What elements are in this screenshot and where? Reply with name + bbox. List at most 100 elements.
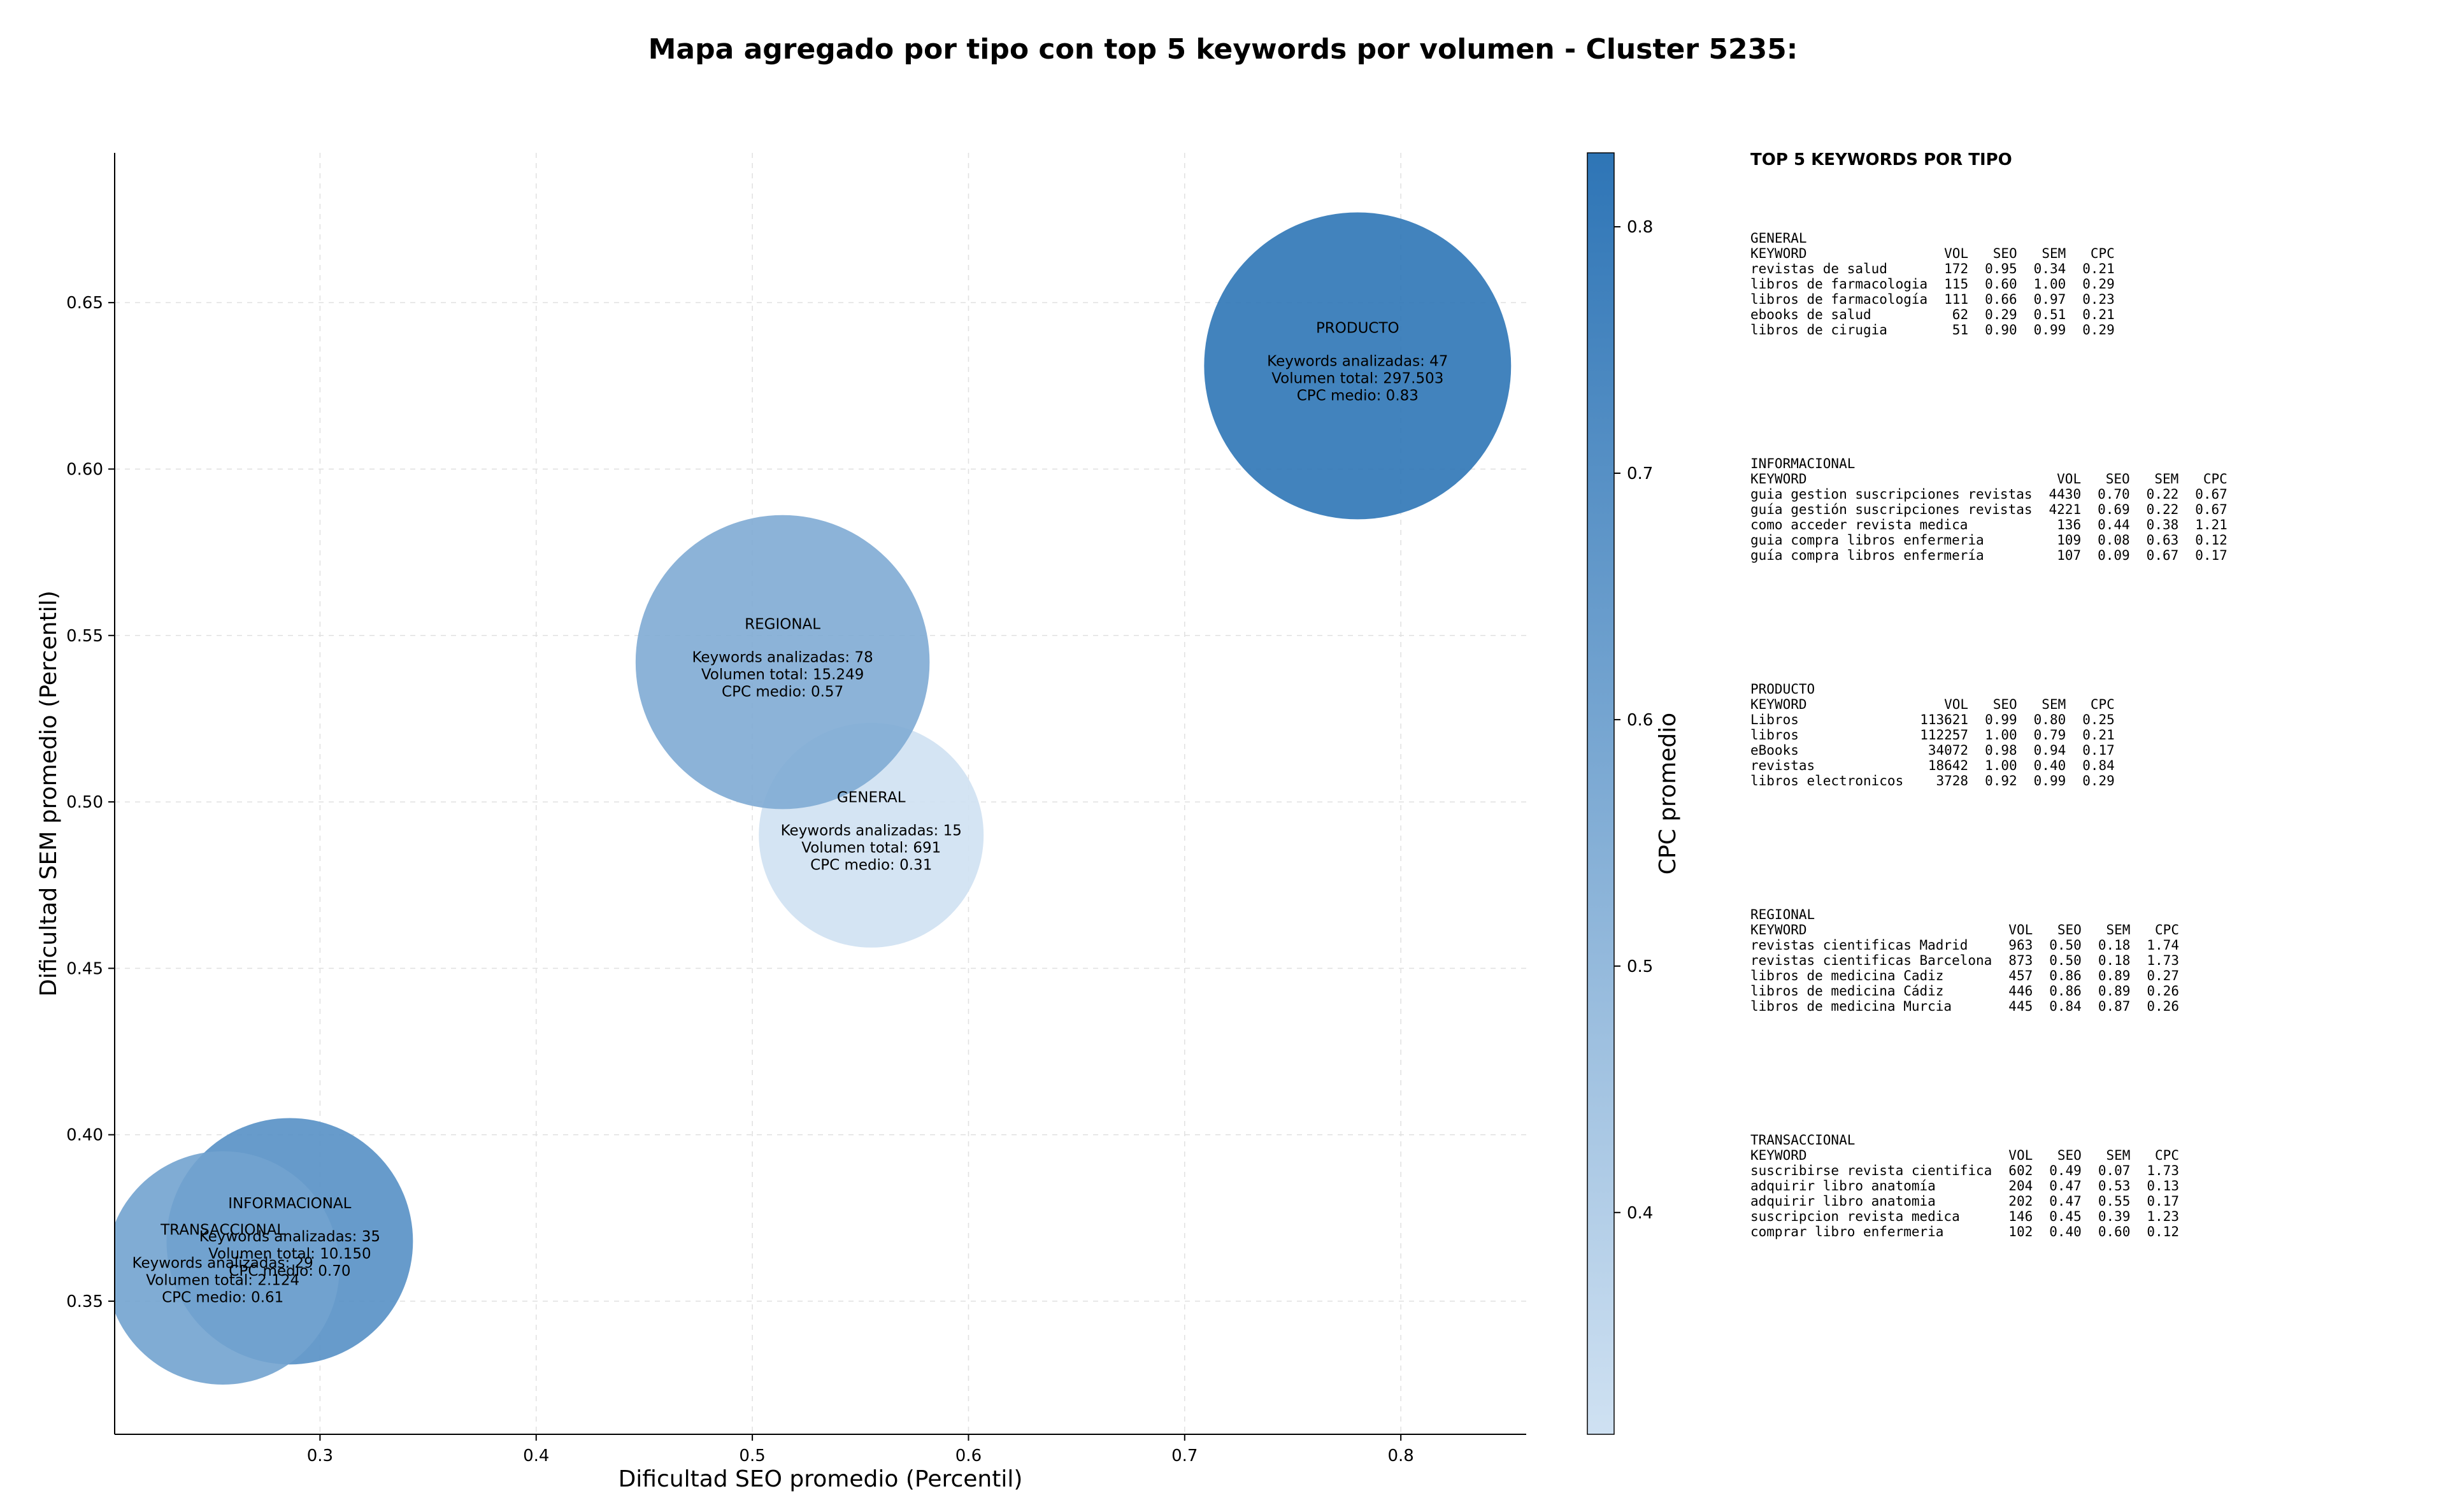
table-row: comprar libro enfermeria 102 0.40 0.60 0.12 [1750,1224,2179,1239]
ticks: 0.3 0.4 0.5 0.6 0.7 0.8 0.35 0.40 0.45 0.50 0.55 0.… [66,294,1414,1466]
value-cell: 1.21 [2195,517,2228,532]
value-cell: 112257 [1920,727,1969,743]
value-cell: 445 [2008,999,2033,1014]
x-tick-label: 0.4 [523,1446,549,1466]
colorbar-gradient [1587,152,1615,1435]
value-cell: 102 [2008,1224,2033,1239]
value-cell: 0.49 [2049,1163,2082,1178]
value-cell: 0.40 [2049,1224,2082,1239]
bubble-label: Volumen total: 2.124 [146,1273,299,1289]
keyword-table-regional: REGIONAL KEYWORD VOL SEO SEM CPC revistas cien… [1750,907,2179,1014]
table-row: libros de cirugia 51 0.90 0.99 0.29 [1750,322,2115,338]
colorbar-tick-label: 0.6 [1627,711,1653,730]
bubble-label: CPC medio: 0.57 [722,684,843,701]
x-tick-label: 0.3 [307,1446,333,1466]
colorbar-tick-label: 0.5 [1627,957,1653,976]
value-cell: 0.53 [2098,1178,2131,1194]
keyword-cell: libros de farmacologia [1750,276,1928,292]
bubble-producto [1204,212,1512,520]
keyword-cell: ebooks de salud [1750,307,1871,322]
value-cell: 0.86 [2049,983,2082,999]
column-header: CPC [2090,246,2115,261]
value-cell: 0.67 [2195,502,2228,517]
value-cell: 1.73 [2147,1163,2179,1178]
value-cell: 4221 [2049,502,2082,517]
table-row: libros de farmacología 111 0.66 0.97 0.23 [1750,292,2115,307]
keyword-cell: libros de medicina Murcia [1750,999,1952,1014]
keyword-cell: guía compra libros enfermería [1750,548,1984,563]
table-row: libros de medicina Cádiz 446 0.86 0.89 0.26 [1750,983,2179,999]
value-cell: 0.66 [1985,292,2017,307]
value-cell: 0.84 [2049,999,2082,1014]
column-header: KEYWORD [1750,922,1807,938]
value-cell: 0.67 [2195,487,2228,502]
table-row: revistas 18642 1.00 0.40 0.84 [1750,758,2115,773]
bubble-label: TRANSACCIONAL [160,1222,285,1239]
column-header: VOL [2008,922,2033,938]
table-row: revistas cientificas Barcelona 873 0.50 0.1… [1750,953,2179,968]
value-cell: 51 [1952,322,1969,338]
value-cell: 0.21 [2082,261,2115,276]
value-cell: 0.92 [1985,773,2017,788]
value-cell: 115 [1944,276,1969,292]
bubble-label: Volumen total: 691 [801,839,941,856]
table-row: Libros 113621 0.99 0.80 0.25 [1750,712,2115,727]
value-cell: 1.00 [1985,727,2017,743]
x-tick-label: 0.7 [1171,1446,1198,1466]
keyword-cell: libros [1750,727,1799,743]
y-tick-label: 0.50 [66,793,103,812]
keyword-group-title: GENERAL [1750,231,1807,246]
column-header: KEYWORD [1750,246,1807,261]
value-cell: 34072 [1927,743,1969,758]
bubble-label: REGIONAL [745,617,820,633]
bubble-label: Volumen total: 15.249 [701,667,864,683]
keyword-cell: revistas [1750,758,1815,773]
bubble-label: GENERAL [837,789,906,806]
keyword-cell: guia gestion suscripciones revistas [1750,487,2033,502]
column-header: SEO [1992,246,2017,261]
bubble-label: INFORMACIONAL [228,1195,351,1212]
value-cell: 0.50 [2049,953,2082,968]
keyword-cell: guía gestión suscripciones revistas [1750,502,2033,517]
value-cell: 146 [2008,1209,2033,1224]
table-row: revistas de salud 172 0.95 0.34 0.21 [1750,261,2115,276]
value-cell: 0.89 [2098,968,2131,983]
value-cell: 0.29 [1985,307,2017,322]
table-row: guía compra libros enfermería 107 0.09 0.67… [1750,548,2228,563]
value-cell: 446 [2008,983,2033,999]
value-cell: 18642 [1927,758,1969,773]
keyword-cell: adquirir libro anatomía [1750,1178,1936,1194]
value-cell: 0.29 [2082,322,2115,338]
value-cell: 0.07 [2098,1163,2131,1178]
x-axis-label: Dificultad SEO promedio (Percentil) [619,1466,1023,1492]
table-row: como acceder revista medica 136 0.44 0.38 1.… [1750,517,2228,532]
bubble-label: Keywords analizadas: 29 [132,1255,313,1272]
column-header: KEYWORD [1750,1148,1807,1163]
value-cell: 0.25 [2082,712,2115,727]
keyword-panel-title: TOP 5 KEYWORDS POR TIPO [1750,150,2012,169]
value-cell: 204 [2008,1178,2033,1194]
value-cell: 0.17 [2195,548,2228,563]
bubbles [115,212,1512,1385]
value-cell: 0.95 [1985,261,2017,276]
keyword-cell: suscribirse revista cientifica [1750,1163,1992,1178]
keyword-cell: adquirir libro anatomia [1750,1194,1936,1209]
bubble-regional [635,515,930,809]
keyword-cell: revistas de salud [1750,261,1887,276]
bubble-label: Volumen total: 297.503 [1271,370,1443,387]
bubble-transaccional [115,1151,340,1385]
table-row: suscribirse revista cientifica 602 0.49 0.0… [1750,1163,2179,1178]
value-cell: 0.47 [2049,1178,2082,1194]
column-header: CPC [2155,922,2179,938]
bubble-label: CPC medio: 0.70 [229,1263,350,1280]
value-cell: 111 [1944,292,1969,307]
value-cell: 0.29 [2082,773,2115,788]
value-cell: 0.39 [2098,1209,2131,1224]
value-cell: 0.99 [1985,712,2017,727]
colorbar-label: CPC promedio [1655,713,1681,874]
value-cell: 0.08 [2098,532,2130,548]
bubble-label: CPC medio: 0.31 [810,857,932,873]
value-cell: 0.40 [2033,758,2066,773]
colorbar: 0.4 0.5 0.6 0.7 0.8 CPC promedio [1587,152,1681,1435]
